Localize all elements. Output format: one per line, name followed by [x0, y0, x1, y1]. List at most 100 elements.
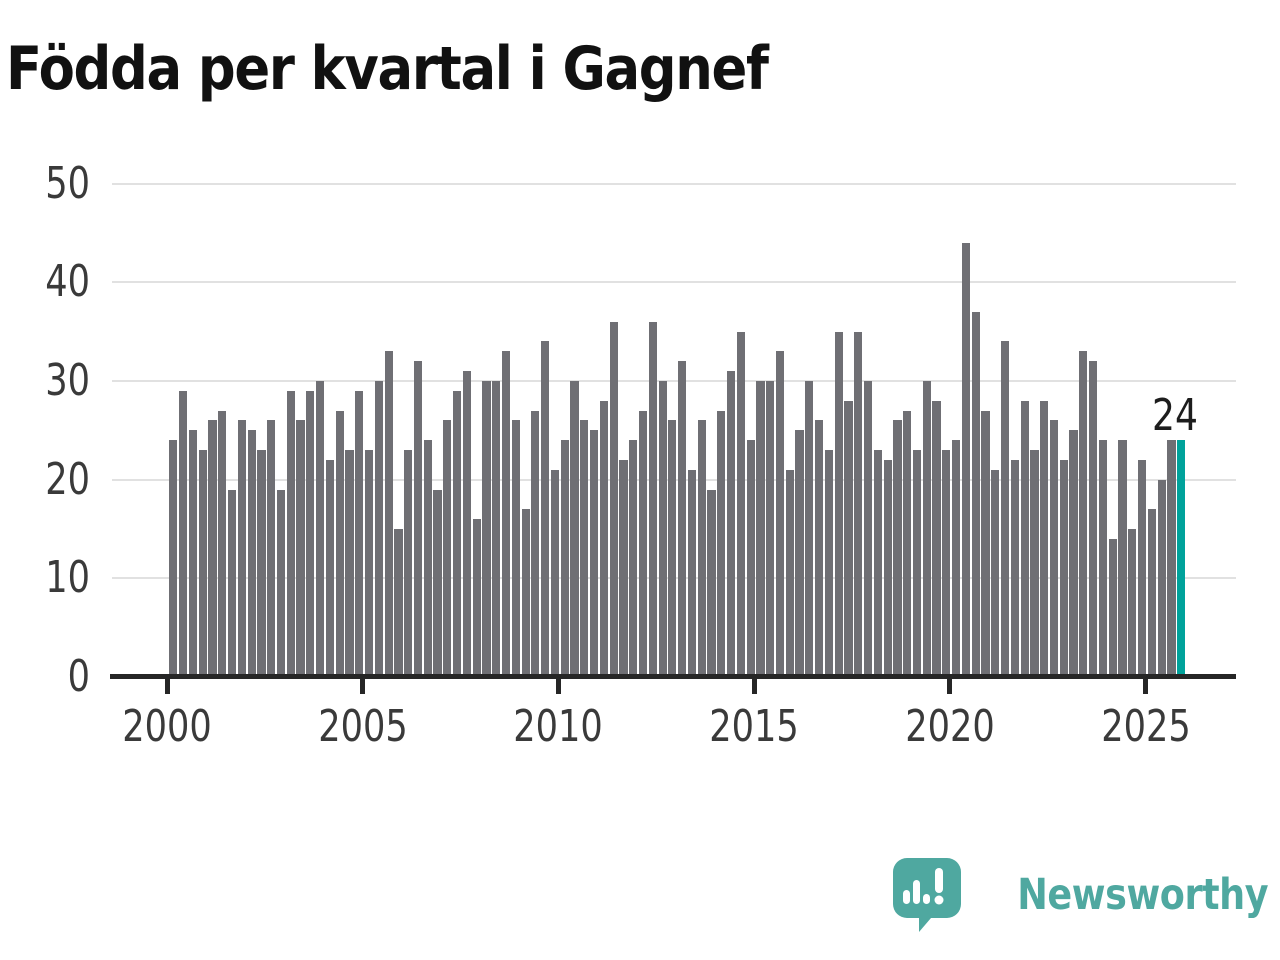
bar-2015-q4	[785, 469, 794, 678]
bar-chart-speech-bubble-icon	[892, 858, 961, 932]
bar-2011-q2	[609, 321, 618, 678]
bar-2015-q3	[775, 351, 785, 678]
bar-2003-q1	[286, 390, 295, 678]
newsworthy-logo: Newsworthy	[891, 856, 1268, 934]
bar-2023-q3	[1089, 361, 1098, 678]
bar-2005-q4	[394, 529, 403, 678]
bar-2019-q1	[912, 450, 922, 678]
bar-2000-q2	[179, 390, 188, 678]
x-axis-label-2025: 2025	[1100, 701, 1191, 752]
x-axis-label-2020: 2020	[904, 701, 995, 752]
bar-2018-q3	[893, 420, 902, 678]
x-axis-line	[110, 674, 1236, 679]
bar-2006-q1	[404, 450, 413, 678]
bar-2004-q2	[335, 410, 344, 678]
bar-2020-q4	[981, 410, 990, 678]
bar-2010-q1	[560, 440, 569, 678]
bar-2021-q3	[1010, 459, 1019, 678]
bar-2000-q1	[169, 440, 178, 678]
bar-2002-q2	[257, 450, 266, 678]
x-axis-label-2000: 2000	[122, 701, 212, 752]
bar-2014-q2	[726, 371, 736, 678]
y-axis-label-30: 30	[45, 354, 90, 406]
bar-2007-q1	[443, 420, 452, 678]
bar-2022-q3	[1049, 420, 1059, 678]
bar-2016-q1	[795, 430, 804, 679]
bar-2019-q2	[922, 380, 931, 678]
bar-2025-q3	[1167, 440, 1176, 678]
bar-2019-q3	[932, 400, 941, 678]
y-axis-label-20: 20	[45, 453, 90, 505]
bar-2007-q4	[472, 519, 481, 678]
bar-2021-q1	[991, 469, 1000, 678]
x-axis-tick-2015	[751, 679, 757, 694]
bar-2012-q1	[638, 410, 648, 678]
x-axis-label-2015: 2015	[709, 701, 799, 752]
bar-2013-q3	[697, 420, 706, 678]
bar-2010-q3	[580, 420, 589, 678]
bar-2003-q4	[316, 380, 325, 678]
bar-2017-q3	[854, 331, 863, 678]
bar-2022-q2	[1040, 400, 1049, 678]
bar-2017-q1	[834, 331, 843, 678]
x-axis-tick-2025	[1143, 679, 1148, 694]
bar-2020-q3	[971, 311, 980, 678]
bar-2012-q2	[648, 321, 657, 678]
bar-2017-q2	[844, 400, 853, 678]
bar-2019-q4	[942, 450, 951, 678]
bar-2011-q4	[629, 440, 638, 678]
bar-2023-q4	[1098, 440, 1108, 678]
x-axis-label-2005: 2005	[317, 701, 408, 752]
bar-2020-q1	[952, 440, 961, 678]
bar-2018-q2	[883, 459, 892, 678]
gridline-y-40	[112, 281, 1236, 284]
bar-2022-q1	[1030, 450, 1039, 678]
bar-2024-q4	[1137, 459, 1147, 678]
bar-2002-q4	[276, 489, 286, 678]
newsworthy-logo-text: Newsworthy	[1017, 870, 1268, 920]
bar-2004-q1	[325, 459, 335, 678]
bar-2002-q3	[267, 420, 276, 678]
bar-2008-q4	[511, 420, 520, 678]
bar-2005-q1	[364, 450, 374, 678]
y-axis-label-0: 0	[67, 651, 90, 702]
bar-2021-q4	[1020, 400, 1029, 678]
bar-2012-q4	[668, 420, 677, 678]
x-axis-tick-2020	[947, 679, 953, 694]
bar-2017-q4	[863, 380, 873, 678]
bar-2008-q2	[492, 380, 501, 678]
bar-2004-q4	[355, 390, 364, 678]
bar-2003-q2	[296, 420, 305, 678]
bar-2010-q2	[570, 380, 579, 678]
bar-2016-q4	[824, 450, 834, 678]
bar-2024-q1	[1108, 538, 1117, 678]
gridline-y-50	[112, 182, 1236, 185]
bar-2018-q4	[903, 410, 912, 678]
gridline-y-30	[112, 379, 1236, 382]
bar-2007-q2	[453, 390, 462, 678]
bar-2001-q1	[208, 420, 217, 678]
bar-2021-q2	[1000, 341, 1010, 678]
bar-2011-q1	[599, 400, 608, 678]
bar-2011-q3	[619, 459, 628, 678]
highlighted-bar-2025-q4	[1177, 440, 1186, 678]
bar-2004-q3	[345, 450, 354, 678]
bar-2006-q4	[433, 489, 442, 678]
bar-2013-q2	[687, 469, 697, 678]
bar-2014-q4	[746, 440, 755, 678]
bar-2008-q3	[501, 351, 511, 678]
bar-2024-q2	[1118, 440, 1127, 678]
bar-2025-q2	[1157, 479, 1166, 678]
bar-2008-q1	[482, 380, 491, 678]
bar-2001-q2	[218, 410, 227, 678]
bar-2006-q2	[413, 361, 423, 678]
x-axis-label-2010: 2010	[513, 701, 604, 752]
bar-2005-q2	[374, 380, 383, 678]
bar-2013-q4	[707, 489, 716, 678]
y-axis-label-10: 10	[45, 552, 90, 604]
bar-2007-q3	[462, 371, 472, 678]
bar-2012-q3	[658, 380, 667, 678]
x-axis-tick-2000	[164, 679, 170, 694]
x-axis-tick-2005	[360, 679, 366, 694]
